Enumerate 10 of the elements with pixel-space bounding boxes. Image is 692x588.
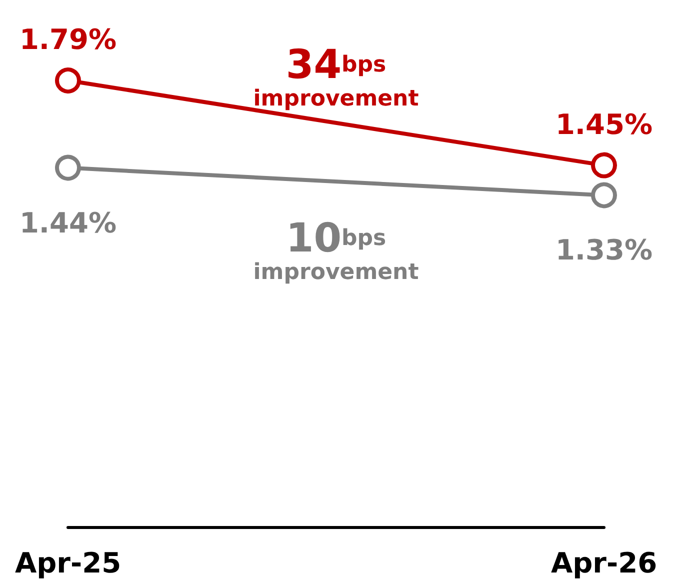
x-tick-label: Apr-25 [14, 546, 122, 580]
point [591, 152, 617, 178]
point [591, 182, 617, 208]
data-label: 1.79% [19, 22, 117, 56]
point [55, 68, 81, 94]
data-label: 1.33% [555, 234, 653, 267]
point [55, 154, 81, 181]
data-label: 1.45% [555, 108, 653, 141]
x-tick-label: Apr-26 [550, 546, 658, 580]
data-label: 1.44% [19, 206, 117, 240]
